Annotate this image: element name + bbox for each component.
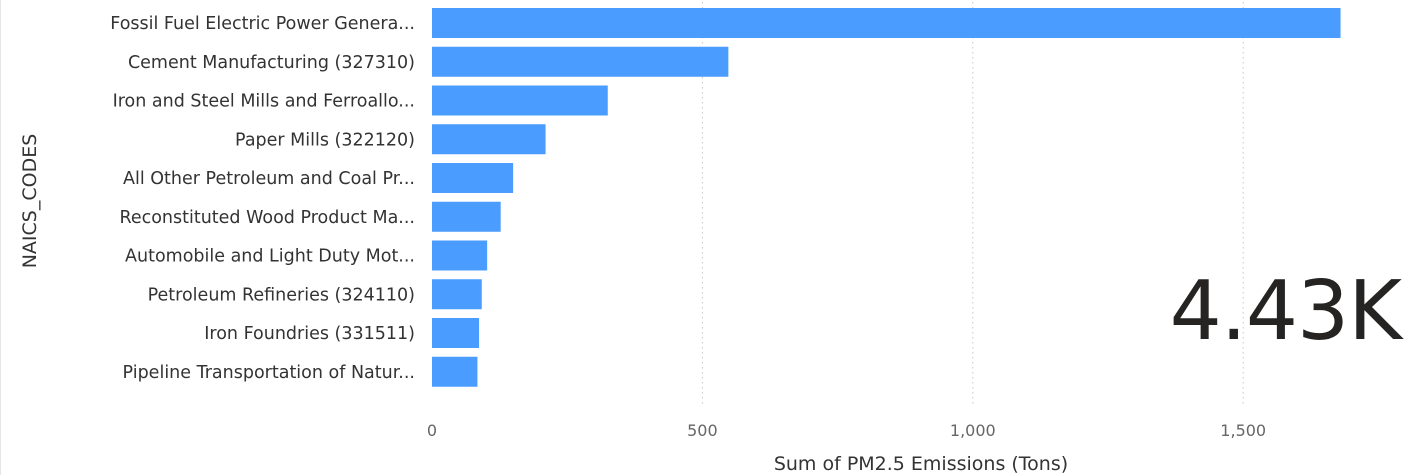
bar-6[interactable]	[432, 240, 488, 271]
x-tick-labels: 0 500 1,000 1,500	[427, 421, 1266, 440]
x-axis-title: Sum of PM2.5 Emissions (Tons)	[774, 453, 1068, 475]
kpi-value: 4.43K	[1169, 264, 1402, 359]
bar-9[interactable]	[432, 356, 478, 387]
category-label-6: Automobile and Light Duty Mot...	[125, 247, 415, 267]
x-tick-label-0: 0	[427, 421, 437, 440]
category-labels: Fossil Fuel Electric Power Genera... Ceme…	[110, 14, 415, 383]
x-tick-label-1: 500	[687, 421, 718, 440]
category-label-0: Fossil Fuel Electric Power Genera...	[110, 14, 415, 34]
x-tick-label-2: 1,000	[950, 421, 996, 440]
bar-7[interactable]	[432, 279, 482, 310]
category-label-3: Paper Mills (322120)	[235, 130, 415, 150]
category-label-9: Pipeline Transportation of Natur...	[123, 363, 415, 383]
bar-0[interactable]	[432, 8, 1341, 38]
x-tick-label-3: 1,500	[1220, 421, 1266, 440]
bar-4[interactable]	[432, 163, 514, 193]
bars	[432, 8, 1341, 387]
category-label-7: Petroleum Refineries (324110)	[148, 285, 415, 305]
category-label-1: Cement Manufacturing (327310)	[128, 53, 415, 73]
bar-2[interactable]	[432, 85, 608, 116]
bar-1[interactable]	[432, 46, 729, 77]
gridlines	[701, 2, 1244, 405]
bar-3[interactable]	[432, 124, 546, 155]
y-axis-title: NAICS_CODES	[19, 134, 41, 269]
category-label-4: All Other Petroleum and Coal Pr...	[123, 169, 415, 189]
category-label-8: Iron Foundries (331511)	[204, 324, 415, 344]
bar-8[interactable]	[432, 318, 480, 348]
category-label-5: Reconstituted Wood Product Ma...	[119, 208, 415, 228]
bar-5[interactable]	[432, 201, 501, 232]
category-label-2: Iron and Steel Mills and Ferroallo...	[113, 92, 415, 112]
